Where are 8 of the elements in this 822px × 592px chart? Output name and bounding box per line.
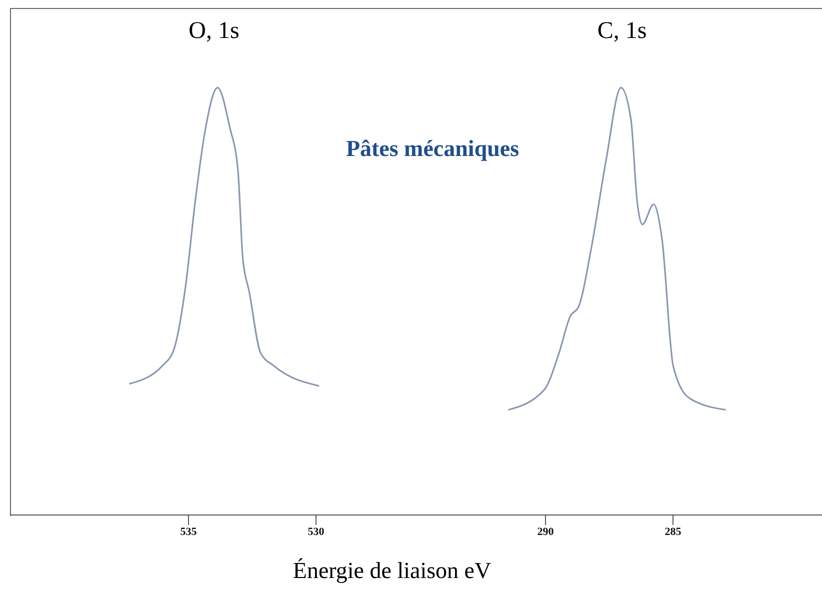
- x-tick-label: 285: [664, 526, 682, 538]
- chart-title: O, 1s: [188, 18, 240, 45]
- x-tick-label: 530: [308, 526, 325, 538]
- x-tick-label: 535: [180, 526, 198, 538]
- annotation: Pâtes mécaniques: [344, 136, 520, 162]
- x-axis-title: Énergie de liaison eV: [292, 558, 492, 584]
- x-tick-label: 290: [537, 526, 554, 538]
- chart-title: C, 1s: [596, 18, 648, 45]
